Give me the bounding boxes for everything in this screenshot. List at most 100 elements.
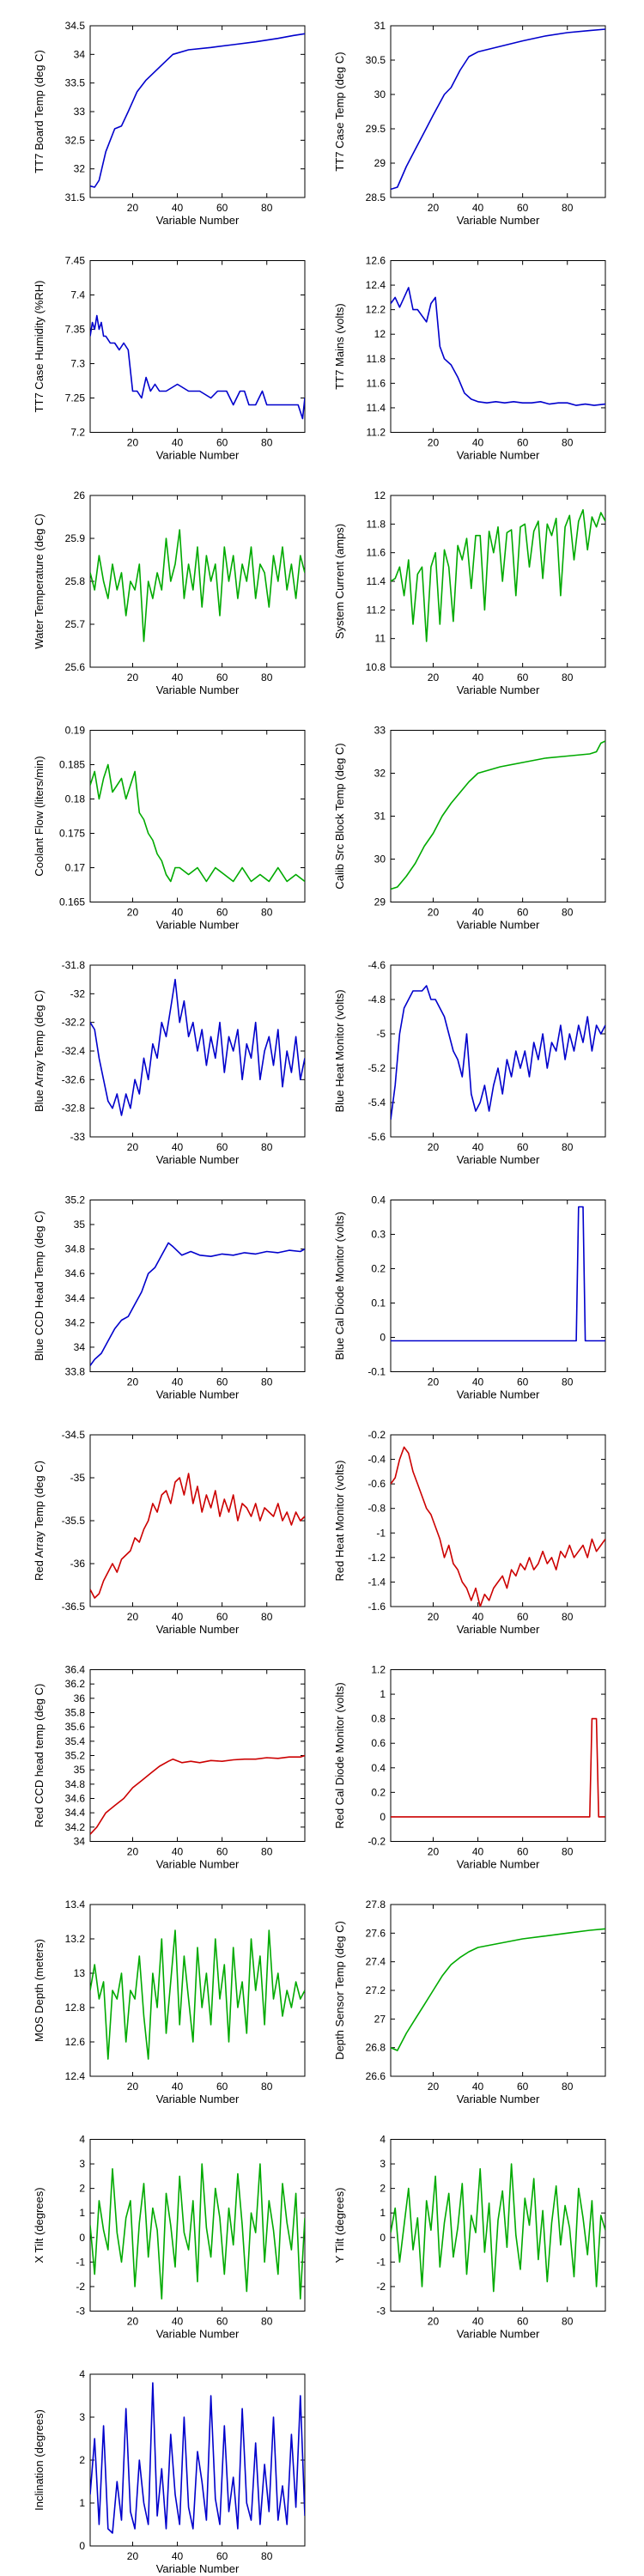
y-tick-label: 0.2 xyxy=(371,1786,386,1798)
x-tick-label: 60 xyxy=(517,1141,529,1153)
y-tick-label: -5 xyxy=(376,1028,386,1040)
x-tick-label: 20 xyxy=(428,2316,440,2328)
y-tick-label: -0.2 xyxy=(368,1836,386,1848)
x-tick-label: 60 xyxy=(517,2081,529,2093)
y-tick-label: 2 xyxy=(79,2454,85,2466)
y-axis-label: TT7 Mains (volts) xyxy=(333,303,346,389)
plot-frame xyxy=(390,1200,606,1372)
y-tick-label: 0.1 xyxy=(371,1297,386,1309)
y-tick-label: -1 xyxy=(76,2256,85,2268)
y-tick-label: -0.1 xyxy=(368,1366,386,1378)
y-axis-label: Red CCD head temp (deg C) xyxy=(33,1684,46,1828)
series-line xyxy=(391,1206,605,1342)
y-tick-label: 35.2 xyxy=(65,1750,86,1762)
x-tick-label: 80 xyxy=(261,1611,273,1623)
y-tick-label: 1 xyxy=(380,2207,386,2219)
y-tick-label: 0.8 xyxy=(371,1713,386,1725)
chart-panel-6: 10.8 11 11.2 11.4 11.6 11.8 12 20 40 60 80 Variable… xyxy=(333,489,606,696)
x-axis-label: Variable Number xyxy=(156,2328,240,2341)
chart-panel-5: 25.6 25.7 25.8 25.9 26 20 40 60 80 Variable Numbe… xyxy=(33,489,306,696)
y-tick-label: 0.4 xyxy=(371,1194,386,1206)
y-tick-label: 7.45 xyxy=(65,255,86,267)
x-axis-label: Variable Number xyxy=(156,1153,240,1166)
y-axis-label: Red Array Temp (deg C) xyxy=(33,1461,46,1581)
x-tick-label: 60 xyxy=(216,437,228,449)
x-tick-label: 80 xyxy=(562,202,574,214)
y-tick-label: 33 xyxy=(374,725,386,737)
y-tick-label: 33.8 xyxy=(65,1366,86,1378)
y-tick-label: 35.8 xyxy=(65,1707,86,1719)
y-tick-label: 36.4 xyxy=(65,1664,86,1676)
series-line xyxy=(90,978,305,1116)
y-tick-label: 33.5 xyxy=(65,77,86,89)
x-axis-label: Variable Number xyxy=(156,1388,240,1401)
y-tick-label: 34.8 xyxy=(65,1243,86,1255)
y-tick-label: 0 xyxy=(79,2232,85,2244)
chart-panel-21: 0 1 2 3 4 20 40 60 80 Variable Number Inclination … xyxy=(33,2368,306,2575)
x-tick-label: 60 xyxy=(517,1376,529,1388)
series-line xyxy=(391,1928,605,2051)
y-tick-label: 27 xyxy=(374,2013,386,2025)
series-line xyxy=(90,1754,305,1835)
x-tick-label: 60 xyxy=(216,1141,228,1153)
x-tick-label: 80 xyxy=(261,202,273,214)
y-tick-label: 1.2 xyxy=(371,1664,386,1676)
y-tick-label: 34.4 xyxy=(65,1292,86,1304)
x-axis-label: Variable Number xyxy=(156,683,240,696)
y-tick-label: 12.4 xyxy=(65,2070,86,2082)
y-tick-label: 25.6 xyxy=(65,661,86,673)
x-tick-label: 80 xyxy=(261,1376,273,1388)
y-axis-label: Depth Sensor Temp (deg C) xyxy=(333,1921,346,2060)
y-tick-label: 11.6 xyxy=(367,547,386,559)
x-axis-label: Variable Number xyxy=(457,1858,540,1871)
y-tick-label: -31.8 xyxy=(62,959,86,971)
y-tick-label: 0.19 xyxy=(65,725,86,737)
x-axis-label: Variable Number xyxy=(457,1388,540,1401)
y-tick-label: -0.8 xyxy=(368,1503,386,1515)
y-tick-label: 30 xyxy=(374,88,386,100)
y-tick-label: 0.3 xyxy=(371,1229,386,1241)
x-tick-label: 80 xyxy=(261,1141,273,1153)
x-axis-label: Variable Number xyxy=(156,449,240,462)
y-axis-label: System Current (amps) xyxy=(333,524,346,639)
y-tick-label: 0.175 xyxy=(59,828,85,840)
y-tick-label: 12.8 xyxy=(65,2002,86,2014)
x-tick-label: 80 xyxy=(261,2081,273,2093)
y-tick-label: -2 xyxy=(376,2281,386,2293)
y-tick-label: 7.3 xyxy=(70,358,85,370)
chart-panel-12: -0.1 0 0.1 0.2 0.3 0.4 20 40 60 80 Variable Number… xyxy=(333,1194,606,1401)
y-tick-label: -32.2 xyxy=(62,1017,86,1029)
y-tick-label: -5.2 xyxy=(368,1062,386,1074)
x-tick-label: 80 xyxy=(261,2550,273,2562)
y-tick-label: -32.4 xyxy=(62,1045,86,1057)
x-tick-label: 40 xyxy=(472,2316,484,2328)
x-tick-label: 20 xyxy=(428,1376,440,1388)
y-tick-label: 3 xyxy=(79,2158,85,2170)
x-tick-label: 60 xyxy=(216,907,228,919)
x-tick-label: 60 xyxy=(216,2081,228,2093)
y-tick-label: 26 xyxy=(74,489,86,501)
x-tick-label: 40 xyxy=(472,1846,484,1858)
y-axis-label: Blue Cal Diode Monitor (volts) xyxy=(333,1212,346,1360)
x-tick-label: 60 xyxy=(216,2316,228,2328)
y-tick-label: 11.6 xyxy=(367,377,386,389)
x-tick-label: 60 xyxy=(216,2550,228,2562)
x-tick-label: 20 xyxy=(127,2316,139,2328)
y-axis-label: Red Heat Monitor (volts) xyxy=(333,1461,346,1582)
x-tick-label: 40 xyxy=(172,202,184,214)
y-tick-label: -32 xyxy=(70,987,86,999)
x-tick-label: 60 xyxy=(216,1846,228,1858)
y-tick-label: 25.9 xyxy=(65,532,86,544)
series-line xyxy=(90,1473,305,1599)
y-tick-label: 0 xyxy=(380,1332,386,1344)
chart-panel-9: -33 -32.8 -32.6 -32.4 -32.2 -32 -31.8 20 40 60 80 V… xyxy=(33,959,306,1166)
x-tick-label: 40 xyxy=(172,671,184,683)
y-tick-label: -33 xyxy=(70,1131,86,1143)
y-tick-label: 10.8 xyxy=(366,661,386,673)
x-tick-label: 40 xyxy=(172,1846,184,1858)
y-tick-label: -2 xyxy=(76,2281,85,2293)
y-tick-label: 1 xyxy=(79,2497,85,2509)
y-tick-label: 35.4 xyxy=(65,1735,86,1747)
y-tick-label: 1 xyxy=(380,1688,386,1700)
y-tick-label: 13.4 xyxy=(65,1899,86,1911)
